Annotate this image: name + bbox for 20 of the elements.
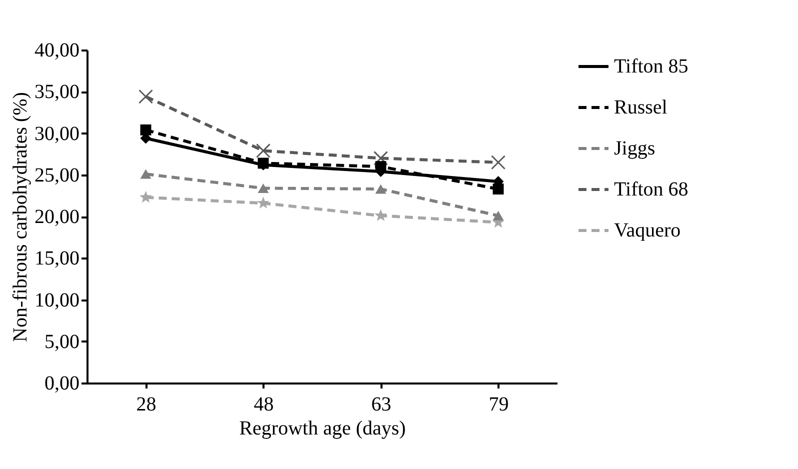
y-tick-label: 25,00 bbox=[34, 164, 80, 186]
legend-label: Tifton 85 bbox=[614, 56, 688, 78]
y-tick-label: 30,00 bbox=[34, 122, 80, 145]
legend-label: Tifton 68 bbox=[614, 178, 688, 200]
y-tick-label: 20,00 bbox=[34, 206, 80, 228]
y-axis-title: Non-fibrous carbohydrates (%) bbox=[10, 92, 32, 342]
x-tick-label: 48 bbox=[254, 394, 274, 416]
x-tick-label: 79 bbox=[488, 394, 509, 416]
legend-label: Vaquero bbox=[614, 220, 681, 242]
x-tick-label: 28 bbox=[136, 394, 156, 416]
y-tick-label: 40,00 bbox=[34, 40, 80, 62]
legend-label: Jiggs bbox=[614, 138, 656, 160]
y-tick-label: 15,00 bbox=[34, 248, 80, 270]
x-tick-label: 63 bbox=[371, 394, 392, 416]
y-tick-label: 10,00 bbox=[34, 289, 80, 312]
y-tick-label: 5,00 bbox=[44, 330, 80, 353]
y-tick-label: 0,00 bbox=[44, 372, 80, 394]
legend-label: Russel bbox=[614, 96, 668, 118]
y-tick-label: 35,00 bbox=[34, 81, 80, 104]
x-axis-title: Regrowth age (days) bbox=[239, 418, 406, 440]
